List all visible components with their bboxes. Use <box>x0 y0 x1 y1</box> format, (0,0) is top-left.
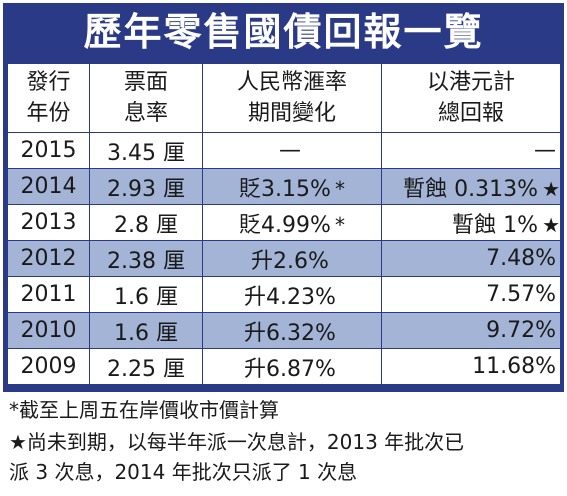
cell-year: 2011 <box>7 276 90 313</box>
cell-total-return-value: 9.72% <box>486 318 556 343</box>
cell-total-return: 7.57% <box>381 276 561 313</box>
cell-total-return: — <box>381 132 561 169</box>
table-row: 2009 2.25 厘 升6.87% 11.68% <box>7 348 561 385</box>
cell-rmb-change-value: 升2.6% <box>251 248 329 274</box>
cell-year-value: 2010 <box>20 318 77 343</box>
cell-coupon-rate-value: 1.6 厘 <box>114 320 178 346</box>
table-row: 2012 2.38 厘 升2.6% 7.48% <box>7 240 561 277</box>
table-row: 2015 3.45 厘 — — <box>7 132 561 169</box>
col-header-year: 發行 年份 <box>7 63 90 133</box>
bond-return-card: 歷年零售國債回報一覽 發行 年份 票面 息率 人民幣滙率 期間變化 <box>3 3 564 493</box>
cell-year: 2015 <box>7 132 90 169</box>
cell-total-return-value: 7.48% <box>486 246 556 271</box>
cell-year: 2010 <box>7 312 90 349</box>
cell-coupon-rate: 2.8 厘 <box>89 204 203 241</box>
footnotes: *截至上周五在岸價收市價計算 ★尚未到期，以每半年派一次息計，2013 年批次已… <box>3 392 564 493</box>
cell-year-value: 2013 <box>20 210 77 235</box>
cell-total-return-value: 暫蝕 0.313% <box>403 176 539 202</box>
cell-rmb-change: 升6.32% <box>202 312 382 349</box>
cell-coupon-rate-value: 3.45 厘 <box>107 140 185 166</box>
cell-rmb-change-value: 升6.87% <box>244 356 336 382</box>
footnote-marker: * <box>334 212 345 237</box>
table-row: 2010 1.6 厘 升6.32% 9.72% <box>7 312 561 349</box>
cell-total-return-value: 11.68% <box>472 354 556 379</box>
cell-rmb-change-value: 貶4.99% <box>239 212 331 238</box>
table-row: 2011 1.6 厘 升4.23% 7.57% <box>7 276 561 313</box>
cell-total-return: 暫蝕 0.313% ★ <box>381 168 561 205</box>
cell-rmb-change: 升4.23% <box>202 276 382 313</box>
table-row: 2014 2.93 厘貶3.15% * 暫蝕 0.313% ★ <box>7 168 561 205</box>
bond-return-table: 發行 年份 票面 息率 人民幣滙率 期間變化 以港元計 總回報 2015 3.45… <box>7 63 561 385</box>
cell-total-return: 11.68% <box>381 348 561 385</box>
cell-coupon-rate-value: 2.38 厘 <box>107 248 185 274</box>
footnote-marker: * <box>334 176 345 201</box>
cell-coupon-rate-value: 2.8 厘 <box>114 212 178 238</box>
cell-total-return: 9.72% <box>381 312 561 349</box>
cell-coupon-rate-value: 2.25 厘 <box>107 356 185 382</box>
footnote-asterisk: *截至上周五在岸價收市價計算 <box>9 398 279 422</box>
cell-coupon-rate: 2.25 厘 <box>89 348 203 385</box>
cell-total-return: 7.48% <box>381 240 561 277</box>
cell-year: 2013 <box>7 204 90 241</box>
cell-coupon-rate: 3.45 厘 <box>89 132 203 169</box>
cell-rmb-change: — <box>202 132 382 169</box>
col-header-rate: 票面 息率 <box>89 63 203 133</box>
cell-year-value: 2015 <box>20 138 77 163</box>
cell-rmb-change: 升2.6% <box>202 240 382 277</box>
cell-year-value: 2014 <box>20 174 77 199</box>
table-row: 2013 2.8 厘貶4.99% * 暫蝕 1% ★ <box>7 204 561 241</box>
cell-rmb-change-value: 貶3.15% <box>239 176 331 202</box>
header-row: 發行 年份 票面 息率 人民幣滙率 期間變化 以港元計 總回報 <box>7 63 561 133</box>
cell-year-value: 2009 <box>20 354 77 379</box>
cell-total-return-value: 暫蝕 1% <box>452 212 539 238</box>
cell-year-value: 2011 <box>20 282 77 307</box>
cell-total-return: 暫蝕 1% ★ <box>381 204 561 241</box>
col-header-rmb-change: 人民幣滙率 期間變化 <box>202 63 382 133</box>
cell-rmb-change: 升6.87% <box>202 348 382 385</box>
cell-rmb-change: 貶3.15% * <box>202 168 382 205</box>
cell-coupon-rate: 1.6 厘 <box>89 276 203 313</box>
cell-coupon-rate: 1.6 厘 <box>89 312 203 349</box>
footnote-star-line2: 派 3 次息，2014 年批次只派了 1 次息 <box>9 460 358 484</box>
cell-year: 2014 <box>7 168 90 205</box>
cell-coupon-rate: 2.93 厘 <box>89 168 203 205</box>
cell-rmb-change-value: — <box>279 138 301 163</box>
cell-total-return-value: — <box>534 138 556 163</box>
cell-coupon-rate-value: 2.93 厘 <box>107 176 185 202</box>
cell-coupon-rate-value: 1.6 厘 <box>114 284 178 310</box>
cell-rmb-change: 貶4.99% * <box>202 204 382 241</box>
cell-rmb-change-value: 升6.32% <box>244 320 336 346</box>
footnote-marker: ★ <box>542 176 560 201</box>
cell-year: 2009 <box>7 348 90 385</box>
footnote-marker: ★ <box>542 212 560 237</box>
cell-total-return-value: 7.57% <box>486 282 556 307</box>
cell-coupon-rate: 2.38 厘 <box>89 240 203 277</box>
cell-rmb-change-value: 升4.23% <box>244 284 336 310</box>
footnote-star-line1: ★尚未到期，以每半年派一次息計，2013 年批次已 <box>9 430 465 454</box>
col-header-total-return: 以港元計 總回報 <box>381 63 561 133</box>
cell-year: 2012 <box>7 240 90 277</box>
cell-year-value: 2012 <box>20 246 77 271</box>
table-title: 歷年零售國債回報一覽 <box>83 10 484 54</box>
